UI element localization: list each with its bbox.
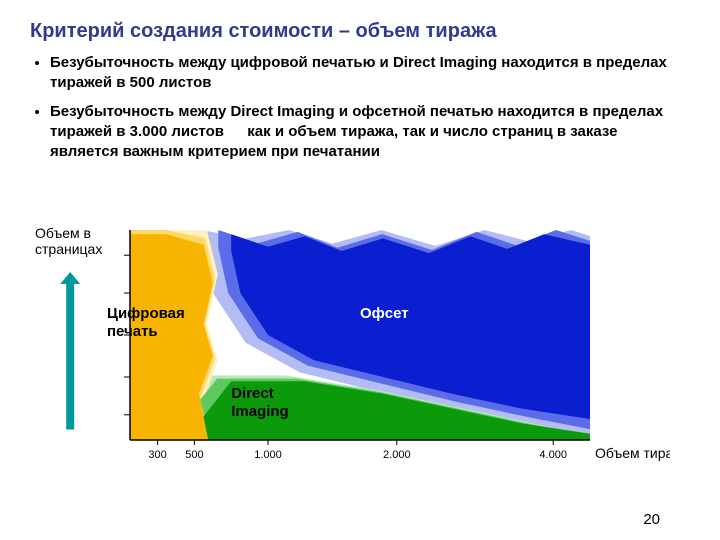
offset-label: Офсет (360, 305, 409, 322)
volume-arrow-head-icon (60, 272, 80, 284)
chart-svg: 300 500 1.000 2.000 4.000 Объем тиража Объем в… (30, 220, 670, 500)
x-tick-label: 500 (185, 449, 203, 461)
digital-label: печать (107, 323, 158, 340)
chart: 300 500 1.000 2.000 4.000 Объем тиража Объем в… (30, 220, 670, 500)
slide: Критерий создания стоимости – объем тира… (0, 0, 720, 540)
list-item: Безубыточность между Direct Imaging и оф… (50, 102, 690, 163)
x-tick-label: 300 (148, 449, 166, 461)
x-tick-label: 1.000 (254, 449, 282, 461)
x-tick-label: 4.000 (539, 449, 567, 461)
direct-label: Imaging (231, 403, 289, 420)
bullet-list: Безубыточность между цифровой печатью и … (50, 53, 690, 162)
y-axis-label: страницах (35, 241, 102, 257)
slide-title: Критерий создания стоимости – объем тира… (30, 20, 690, 43)
digital-label: Цифровая (107, 305, 185, 322)
x-tick-label: 2.000 (383, 449, 411, 461)
list-item: Безубыточность между цифровой печатью и … (50, 53, 690, 94)
y-axis-label: Объем в (35, 225, 91, 241)
x-axis-label: Объем тиража (595, 445, 670, 461)
direct-label: Direct (231, 385, 274, 402)
page-number: 20 (643, 511, 660, 528)
